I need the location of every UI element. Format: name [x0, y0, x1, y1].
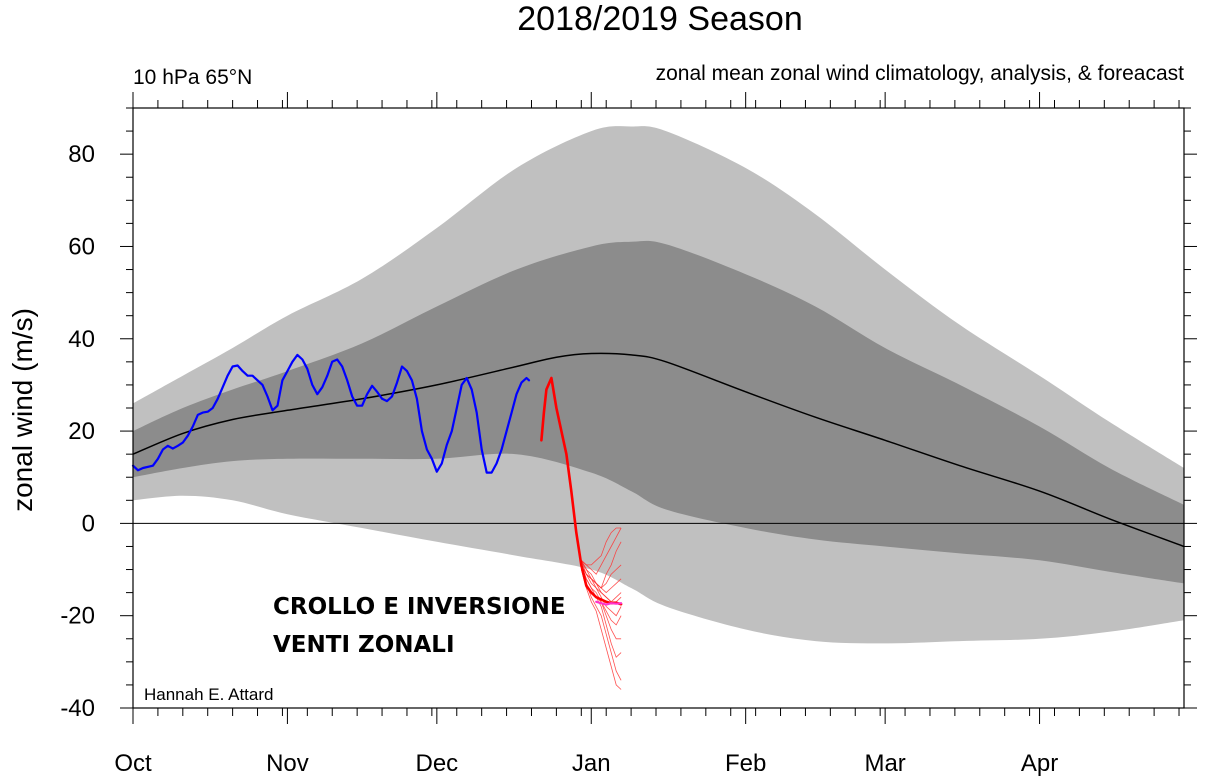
- climatology-mean-line: [132, 352, 1185, 548]
- x-tick-label: Dec: [415, 750, 458, 777]
- ensemble-mean-line: [595, 600, 623, 606]
- axis-ticks: [120, 92, 1197, 724]
- x-tick-label: Jan: [572, 750, 611, 777]
- shaded-bands: [133, 126, 1184, 644]
- y-tick-label: 0: [82, 510, 95, 537]
- analysis-line: [131, 353, 531, 474]
- x-tick-label: Feb: [725, 750, 766, 777]
- y-tick-label: 20: [68, 418, 95, 445]
- ensemble-member-line-2: [580, 564, 622, 681]
- y-tick-label: -20: [60, 603, 95, 630]
- ensemble-member-line-3: [580, 569, 622, 658]
- inner-band: [133, 240, 1184, 584]
- ensemble-member-line-12: [581, 527, 622, 575]
- y-axis-label: zonal wind (m/s): [7, 308, 38, 512]
- ensemble-member-line-11: [580, 541, 622, 589]
- tick-labels: -40 -20 0 20 40 60 80 Oct Nov Dec Jan Feb Mar Apr: [60, 141, 1058, 777]
- y-tick-label: 40: [68, 326, 95, 353]
- ensemble-member-line-5: [580, 564, 622, 626]
- subtitle-right: zonal mean zonal wind climatology, analy…: [656, 62, 1185, 85]
- x-tick-label: Nov: [266, 750, 309, 777]
- subtitle-left: 10 hPa 65°N: [133, 66, 252, 89]
- x-tick-label: Mar: [864, 750, 905, 777]
- series-lines: [131, 352, 1185, 690]
- forecast-line: [540, 376, 623, 606]
- y-tick-label: 80: [68, 141, 95, 168]
- ensemble-member-line-6: [580, 564, 622, 617]
- y-tick-label: -40: [60, 695, 95, 722]
- annotation-line-1: CROLLO E INVERSIONE: [273, 594, 566, 620]
- ensemble-member-line-13: [581, 527, 622, 566]
- credit-text: Hannah E. Attard: [144, 685, 273, 704]
- chart-title: 2018/2019 Season: [517, 0, 802, 38]
- y-tick-label: 60: [68, 233, 95, 260]
- ensemble-member-line-1: [580, 569, 622, 690]
- x-tick-label: Apr: [1021, 750, 1058, 777]
- annotation-line-2: VENTI ZONALI: [273, 632, 455, 658]
- x-tick-label: Oct: [114, 750, 152, 777]
